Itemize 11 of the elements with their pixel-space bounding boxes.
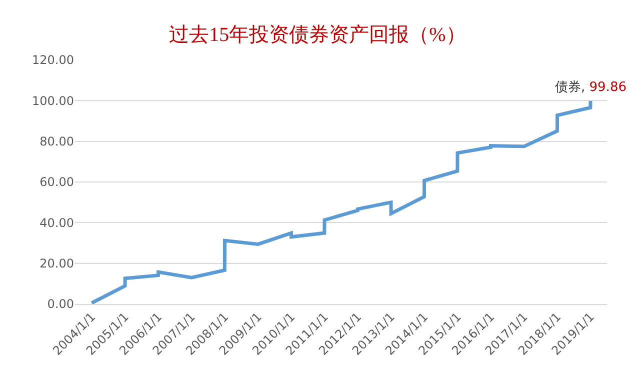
line-series: [90, 99, 592, 304]
y-tick-label: 20.00: [40, 256, 74, 271]
y-tick-label: 120.00: [32, 53, 74, 68]
series-label: 债券,: [555, 80, 586, 95]
y-tick-label: 80.00: [40, 134, 74, 149]
y-tick-label: 40.00: [40, 216, 74, 230]
chart-title: 过去15年投资债券资产回报（%）: [169, 24, 466, 46]
data-label: 99.86: [589, 80, 626, 95]
y-tick-label: 60.00: [40, 175, 74, 190]
y-tick-label: 100.00: [32, 94, 74, 108]
y-tick-label: 0.00: [47, 297, 74, 312]
